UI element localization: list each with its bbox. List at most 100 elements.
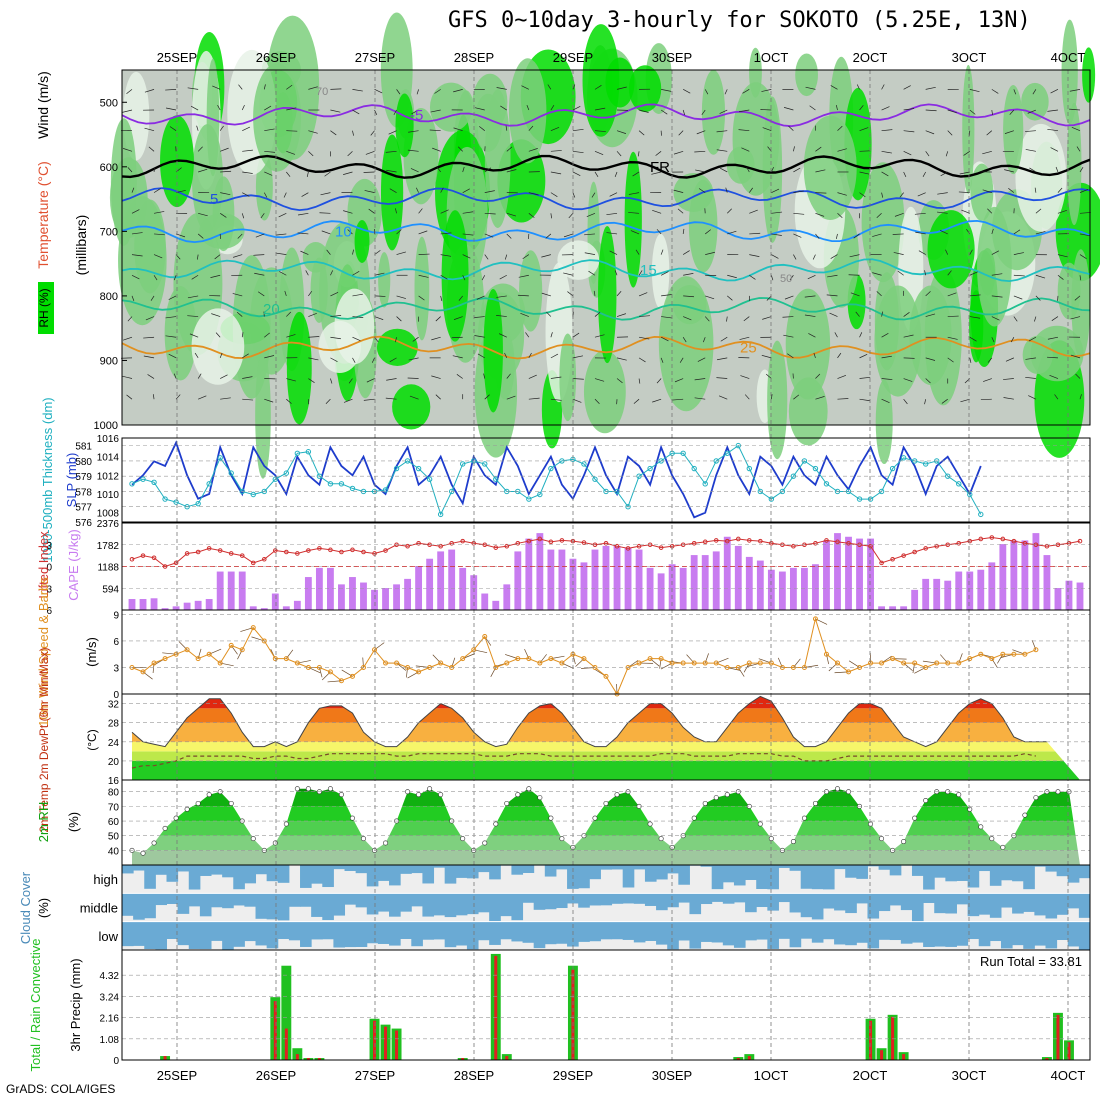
rh-point (702, 800, 708, 806)
wind-barb (991, 316, 1000, 321)
cloud-bar (722, 921, 735, 946)
temp-band (132, 708, 1080, 723)
cloud-bar (767, 865, 779, 890)
cloud-bar (478, 921, 490, 941)
rh-contour-blob (785, 288, 831, 400)
wind-barb (568, 213, 574, 219)
wind-speed-point (757, 660, 763, 666)
wind-barb (189, 333, 199, 338)
lifted-index-point (1011, 538, 1017, 544)
slp-ylabel: SLP (mb) (64, 453, 79, 508)
cloud-bar (377, 921, 390, 944)
wind-barb (638, 292, 648, 297)
thickness-point (173, 499, 179, 505)
rh-contour-blob (310, 257, 328, 323)
wind-barb (220, 147, 229, 152)
rh-point (482, 840, 488, 846)
wind-barb (306, 171, 309, 178)
cloud-bar (188, 921, 201, 949)
wind-barb (793, 167, 801, 173)
wind-barb (903, 378, 913, 382)
wind-barb (254, 272, 265, 276)
lifted-index-point (713, 538, 719, 543)
wind-barb (366, 378, 375, 383)
wind-barb (550, 376, 562, 379)
cape-bar (249, 606, 257, 610)
wind-barb (211, 313, 221, 317)
cloud-bar (355, 893, 368, 908)
date-label-top: 28SEP (454, 50, 494, 65)
precip-convective-bar (1056, 1014, 1060, 1060)
wind-barb (127, 167, 133, 173)
rh-point (592, 815, 598, 821)
wind-barb (474, 335, 485, 338)
rh-contour-blob (962, 64, 975, 194)
wind-speed-point (956, 660, 962, 666)
wind-barb (980, 398, 992, 401)
wind-barb (153, 275, 158, 281)
wind-barb (278, 212, 287, 218)
cape-bar (172, 606, 180, 610)
wind-barb (363, 171, 375, 173)
wind-barb (783, 107, 794, 111)
cloud-bar (522, 921, 535, 943)
cloud-bar (366, 893, 379, 915)
wind-barb (484, 394, 490, 400)
wind-barb (704, 229, 711, 235)
cloud-bar (756, 921, 768, 940)
wind-barb (925, 151, 930, 157)
cloud-bar (366, 921, 379, 944)
rh-contour-blob (803, 115, 857, 221)
cape-tick-label: 1188 (97, 563, 119, 574)
date-label-bottom: 25SEP (157, 1068, 197, 1083)
wind-speed-point (1000, 651, 1006, 657)
wind-barb (430, 109, 441, 113)
cape-bar (437, 551, 445, 610)
wind-barb (496, 87, 507, 90)
cape-bar (911, 589, 919, 610)
cloud-bar (1056, 921, 1069, 941)
slp-tick-label: 1010 (97, 490, 120, 501)
cloud-bar (188, 893, 201, 907)
wind-barb (352, 316, 364, 318)
rh-contour-blob (286, 311, 312, 425)
wind-barb (881, 106, 890, 111)
lifted-index-point (195, 549, 201, 555)
cape-bar (547, 549, 555, 610)
cloud-bar (778, 865, 791, 868)
wind-barb (969, 249, 973, 255)
cloud-bar (244, 893, 257, 907)
cloud-bar (344, 921, 357, 948)
cloud-bar (166, 893, 179, 904)
cape-bar (338, 584, 345, 610)
cloud-bar (233, 865, 245, 890)
wind-barb (660, 249, 664, 255)
rh-tick-label: 50 (108, 832, 120, 843)
wind-barb (969, 294, 981, 297)
cape-bar (426, 558, 434, 610)
wind-barb (859, 398, 871, 402)
wind-barb (705, 251, 716, 255)
cape-bar (635, 549, 643, 610)
cape-bar (349, 577, 356, 610)
wind-barb (614, 270, 618, 276)
rh-band (132, 850, 1080, 865)
cloud-bar (945, 921, 957, 947)
lifted-index-point (228, 551, 234, 556)
pressure-tick-label: 600 (100, 162, 118, 174)
wind-barb (903, 130, 915, 133)
wind-barb (594, 334, 605, 338)
wind-barb (660, 109, 668, 115)
wind-barb (683, 295, 695, 298)
wind-barb (173, 373, 177, 379)
wind-barb (418, 253, 430, 255)
rh-contour-blob (628, 65, 662, 113)
wind-barb (1032, 89, 1037, 95)
wind-barb (481, 275, 486, 281)
rh-point (724, 792, 730, 798)
wind-speed-point (416, 669, 422, 675)
wind-barb (528, 148, 538, 152)
rh-point (1033, 795, 1039, 801)
li-tick-label: -3 (43, 541, 52, 552)
wind-barb (1051, 316, 1059, 321)
